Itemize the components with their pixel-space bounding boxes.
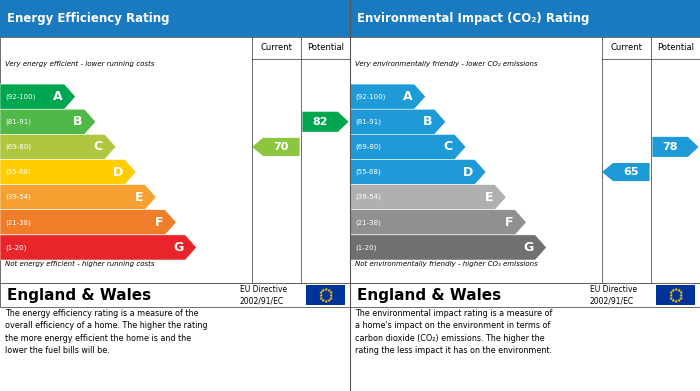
Text: (69-80): (69-80) — [6, 143, 32, 150]
Polygon shape — [350, 135, 466, 160]
Text: ★: ★ — [326, 298, 330, 303]
Text: ★: ★ — [671, 288, 676, 292]
Text: ★: ★ — [328, 296, 332, 301]
Text: G: G — [174, 241, 183, 254]
Text: 82: 82 — [312, 117, 328, 127]
Text: ★: ★ — [673, 299, 678, 303]
Text: Very environmentally friendly - lower CO₂ emissions: Very environmentally friendly - lower CO… — [355, 61, 538, 67]
Bar — [0, 283, 350, 307]
Text: The energy efficiency rating is a measure of the
overall efficiency of a home. T: The energy efficiency rating is a measur… — [6, 309, 208, 355]
Polygon shape — [0, 185, 156, 210]
Text: The environmental impact rating is a measure of
a home's impact on the environme: The environmental impact rating is a mea… — [355, 309, 552, 355]
Text: (39-54): (39-54) — [6, 194, 31, 201]
Text: ★: ★ — [676, 298, 680, 303]
Text: ★: ★ — [679, 293, 683, 298]
Bar — [350, 283, 700, 307]
Polygon shape — [0, 135, 116, 160]
Text: ★: ★ — [323, 287, 328, 292]
Text: E: E — [484, 191, 494, 204]
Text: ★: ★ — [668, 293, 673, 298]
Text: 70: 70 — [274, 142, 289, 152]
Text: (92-100): (92-100) — [355, 93, 386, 100]
Text: F: F — [505, 216, 513, 229]
Text: (1-20): (1-20) — [6, 244, 27, 251]
Polygon shape — [350, 109, 446, 135]
Text: ★: ★ — [328, 290, 332, 295]
Text: Potential: Potential — [307, 43, 344, 52]
Text: (81-91): (81-91) — [6, 118, 32, 125]
Text: Very energy efficient - lower running costs: Very energy efficient - lower running co… — [6, 61, 155, 67]
Text: Environmental Impact (CO₂) Rating: Environmental Impact (CO₂) Rating — [357, 12, 589, 25]
Text: A: A — [403, 90, 412, 103]
Text: Current: Current — [610, 43, 643, 52]
Polygon shape — [0, 84, 76, 109]
Text: ★: ★ — [669, 290, 673, 295]
Text: Energy Efficiency Rating: Energy Efficiency Rating — [7, 12, 169, 25]
Polygon shape — [350, 160, 486, 185]
Text: C: C — [94, 140, 103, 153]
Bar — [350, 0, 700, 37]
Text: ★: ★ — [323, 299, 328, 303]
Text: B: B — [74, 115, 83, 128]
Polygon shape — [0, 109, 96, 135]
Bar — [657, 285, 696, 305]
Text: ★: ★ — [678, 290, 682, 295]
Bar — [307, 285, 346, 305]
Text: ★: ★ — [673, 287, 678, 292]
Polygon shape — [0, 210, 176, 235]
Text: ★: ★ — [318, 293, 323, 298]
Text: Not energy efficient - higher running costs: Not energy efficient - higher running co… — [6, 261, 155, 267]
Polygon shape — [0, 235, 197, 260]
Text: England & Wales: England & Wales — [357, 288, 501, 303]
Text: Current: Current — [260, 43, 293, 52]
Text: (39-54): (39-54) — [355, 194, 381, 201]
Text: Potential: Potential — [657, 43, 694, 52]
Text: G: G — [524, 241, 533, 254]
Text: E: E — [134, 191, 144, 204]
Text: ★: ★ — [329, 293, 333, 298]
Text: (55-68): (55-68) — [6, 169, 31, 175]
Text: A: A — [53, 90, 62, 103]
Polygon shape — [350, 185, 506, 210]
Text: (1-20): (1-20) — [355, 244, 377, 251]
Polygon shape — [302, 112, 349, 132]
Polygon shape — [252, 138, 300, 156]
Text: ★: ★ — [671, 298, 676, 303]
Text: F: F — [155, 216, 163, 229]
Text: (92-100): (92-100) — [6, 93, 36, 100]
Polygon shape — [350, 210, 526, 235]
Text: D: D — [463, 165, 473, 179]
Text: (21-38): (21-38) — [355, 219, 381, 226]
Text: ★: ★ — [678, 296, 682, 301]
Text: D: D — [113, 165, 123, 179]
Text: ★: ★ — [319, 296, 323, 301]
Bar — [0, 37, 350, 283]
Text: ★: ★ — [321, 288, 326, 292]
Polygon shape — [350, 235, 547, 260]
Bar — [350, 37, 700, 283]
Text: Not environmentally friendly - higher CO₂ emissions: Not environmentally friendly - higher CO… — [355, 261, 538, 267]
Text: EU Directive
2002/91/EC: EU Directive 2002/91/EC — [589, 285, 637, 306]
Text: England & Wales: England & Wales — [7, 288, 151, 303]
Text: (69-80): (69-80) — [355, 143, 382, 150]
Text: (21-38): (21-38) — [6, 219, 31, 226]
Text: (55-68): (55-68) — [355, 169, 381, 175]
Polygon shape — [350, 84, 426, 109]
Text: B: B — [424, 115, 433, 128]
Text: (81-91): (81-91) — [355, 118, 382, 125]
Polygon shape — [652, 137, 699, 157]
Text: EU Directive
2002/91/EC: EU Directive 2002/91/EC — [239, 285, 287, 306]
Text: ★: ★ — [676, 288, 680, 292]
Bar — [0, 0, 350, 37]
Text: ★: ★ — [669, 296, 673, 301]
Text: ★: ★ — [326, 288, 330, 292]
Polygon shape — [0, 160, 136, 185]
Text: ★: ★ — [319, 290, 323, 295]
Text: 78: 78 — [662, 142, 678, 152]
Polygon shape — [602, 163, 650, 181]
Text: 65: 65 — [624, 167, 639, 177]
Text: C: C — [444, 140, 453, 153]
Text: ★: ★ — [321, 298, 326, 303]
